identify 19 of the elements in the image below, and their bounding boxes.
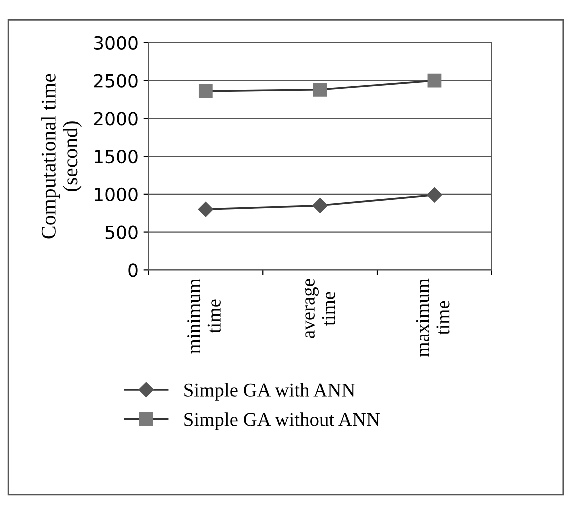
y-tick-label: 2000 [94, 112, 138, 126]
legend-label: Simple GA without ANN [184, 412, 380, 430]
x-tick-label: average time [304, 279, 336, 338]
point [198, 84, 213, 98]
x-tick-label: maximum time [416, 278, 450, 357]
y-tick-label: 500 [106, 226, 138, 240]
x-tick-label: minimum time [188, 278, 221, 354]
y-axis-title: Computational time (second) [41, 74, 82, 239]
y-tick-label: 2500 [94, 74, 138, 88]
point [428, 74, 442, 88]
point [198, 202, 214, 218]
y-tick-label: 1500 [95, 150, 138, 164]
y-tick-label: 0 [128, 264, 138, 278]
point [313, 82, 328, 97]
point [427, 188, 442, 203]
point [312, 198, 328, 214]
legend-label: Simple GA with ANN [184, 383, 356, 401]
y-tick-label: 1000 [95, 188, 138, 202]
y-tick-label: 3000 [94, 36, 138, 50]
